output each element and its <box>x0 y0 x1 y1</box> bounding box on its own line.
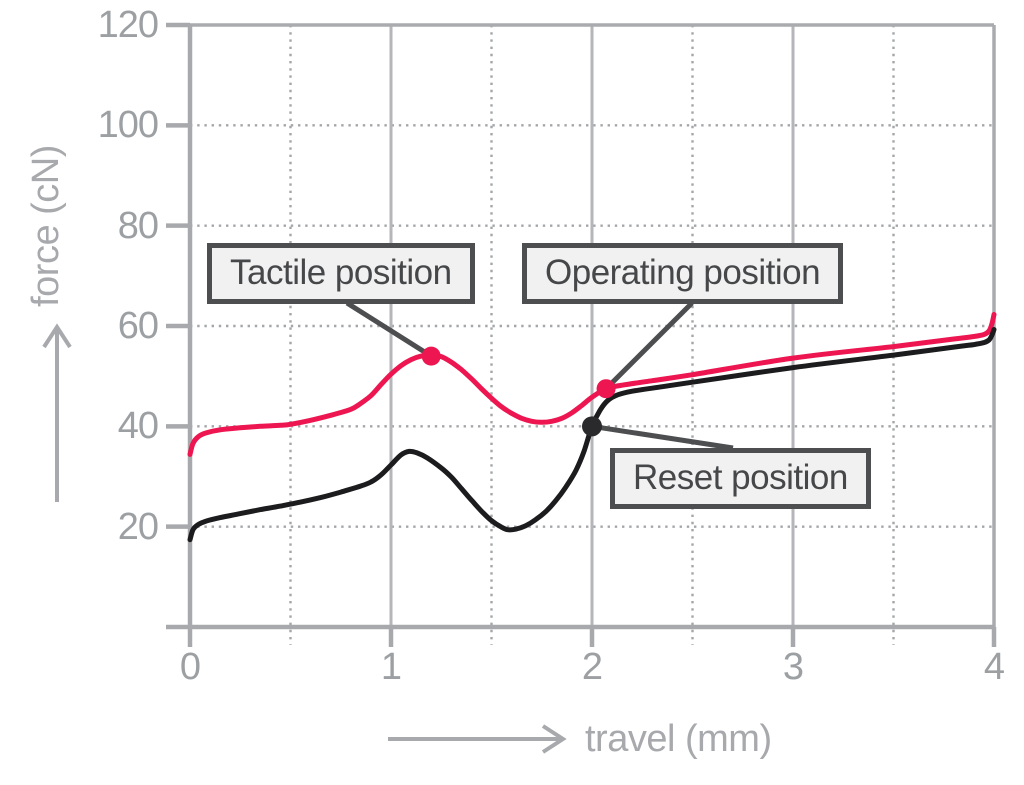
y-tick-label: 120 <box>97 4 159 46</box>
x-axis-title: travel (mm) <box>585 718 772 760</box>
x-axis-title-text: travel (mm) <box>585 718 772 760</box>
x-tick-label: 3 <box>782 646 804 688</box>
y-tick-label: 40 <box>117 405 159 448</box>
x-tick-label: 0 <box>179 646 201 688</box>
callout-operating-position: Operating position <box>522 243 844 304</box>
press-force-curve <box>187 312 997 457</box>
release-force-curve <box>187 327 997 543</box>
x-tick-label: 1 <box>380 646 402 688</box>
annotation-point-dot <box>582 416 602 437</box>
annotation-point-dot <box>596 379 616 399</box>
callout-tactile-position: Tactile position <box>207 243 475 304</box>
y-tick-label: 80 <box>117 204 159 247</box>
callout-leader-line <box>591 423 734 451</box>
x-tick-label: 2 <box>581 646 603 688</box>
y-tick-label: 100 <box>97 104 159 147</box>
force-axis-arrow-head <box>42 323 72 349</box>
y-tick-label: 60 <box>117 305 159 347</box>
y-tick-label: 20 <box>117 505 159 548</box>
x-tick-label: 4 <box>983 646 1005 688</box>
travel-axis-arrow-head <box>541 724 567 754</box>
callout-leader-line <box>345 300 433 359</box>
annotation-point-dot <box>421 346 441 366</box>
callout-leader-line <box>604 301 694 391</box>
callout-reset-position: Reset position <box>610 448 871 509</box>
